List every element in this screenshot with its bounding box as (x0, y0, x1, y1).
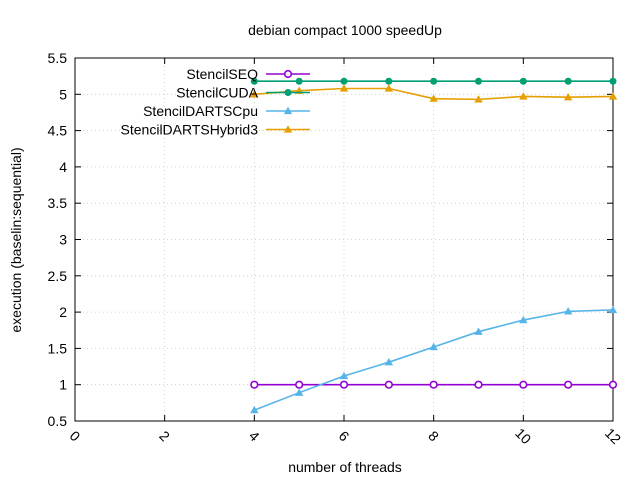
x-tick-label: 10 (512, 425, 534, 447)
series-stencilcuda (250, 77, 617, 85)
x-tick-label: 6 (336, 428, 353, 445)
data-point-stencildartscpu (519, 315, 528, 324)
data-point-stencildartshybrid3 (339, 84, 349, 92)
y-tick-label: 2 (59, 304, 67, 320)
y-tick-label: 3.5 (48, 195, 68, 211)
data-point-stencilseq (339, 380, 349, 389)
data-point-stencilcuda (475, 77, 482, 85)
series-stencilseq (250, 380, 618, 389)
data-point-stencildartscpu (339, 371, 349, 380)
data-point-stencildartscpu (250, 405, 259, 414)
x-tick-label: 2 (156, 428, 173, 445)
data-point-stencilcuda (385, 77, 393, 85)
axis-ticks: 0.5 1 1.5 2 2.5 3 3.5 4 4.5 5 5.5 0 2 4 6 8 10 12 (48, 50, 625, 447)
data-point-stencilcuda (564, 77, 572, 85)
data-series (250, 77, 618, 414)
data-point-stencildartscpu (429, 342, 438, 351)
data-point-stencildartscpu (608, 305, 618, 314)
legend-label: StencilSEQ (186, 66, 258, 82)
data-point-stencildartshybrid3 (563, 93, 573, 101)
data-point-stencilcuda (340, 77, 348, 85)
x-axis-label: number of threads (288, 459, 402, 475)
y-tick-label: 1 (59, 377, 67, 393)
y-tick-label: 5.5 (48, 50, 68, 66)
data-point-stencilseq (519, 380, 528, 389)
y-tick-label: 2.5 (48, 268, 68, 284)
legend-marker (284, 89, 292, 96)
data-point-stencildartshybrid3 (384, 84, 394, 92)
legend-marker (283, 125, 293, 133)
data-point-stencilcuda (519, 77, 527, 85)
legend-label: StencilDARTSCpu (143, 103, 258, 119)
data-point-stencildartshybrid3 (250, 90, 259, 98)
data-point-stencilseq (474, 380, 483, 389)
data-point-stencildartscpu (294, 388, 304, 396)
data-point-stencildartscpu (384, 357, 394, 366)
x-tick-label: 12 (602, 425, 624, 447)
y-tick-label: 3 (59, 232, 67, 248)
data-point-stencildartshybrid3 (519, 92, 528, 100)
data-point-stencildartshybrid3 (429, 94, 438, 102)
data-point-stencilseq (295, 380, 304, 389)
data-point-stencilcuda (609, 77, 617, 85)
y-tick-label: 4 (59, 159, 67, 175)
y-tick-label: 1.5 (48, 340, 68, 356)
data-point-stencildartscpu (474, 327, 483, 335)
legend-marker (283, 106, 293, 115)
series-line-stencildartscpu (254, 309, 614, 411)
data-point-stencilcuda (250, 77, 258, 85)
y-tick-label: 0.5 (48, 413, 68, 429)
data-point-stencilcuda (295, 77, 303, 85)
x-tick-label: 0 (67, 428, 84, 445)
legend: StencilSEQ StencilCUDA StencilDARTSCpu Sten… (121, 66, 310, 138)
legend-label: StencilCUDA (176, 85, 258, 101)
data-point-stencilseq (384, 380, 393, 389)
chart-title: debian compact 1000 speedUp (248, 22, 442, 38)
data-point-stencildartshybrid3 (608, 92, 618, 100)
legend-label: StencilDARTSHybrid3 (121, 122, 259, 138)
data-point-stencildartshybrid3 (474, 95, 483, 103)
series-stencildartscpu (250, 305, 618, 414)
x-tick-label: 8 (425, 428, 442, 445)
y-tick-label: 4.5 (48, 123, 68, 139)
y-tick-label: 5 (59, 86, 67, 102)
legend-marker (283, 69, 293, 79)
y-axis-label: execution (baselin:sequential) (8, 147, 24, 332)
data-point-stencilseq (608, 380, 618, 389)
data-point-stencilseq (250, 380, 259, 389)
series-stencildartshybrid3 (250, 84, 618, 103)
data-point-stencilcuda (430, 77, 438, 85)
data-point-stencilseq (564, 380, 573, 389)
data-point-stencilseq (429, 380, 438, 389)
x-tick-label: 4 (246, 428, 263, 445)
data-point-stencildartscpu (563, 307, 573, 315)
